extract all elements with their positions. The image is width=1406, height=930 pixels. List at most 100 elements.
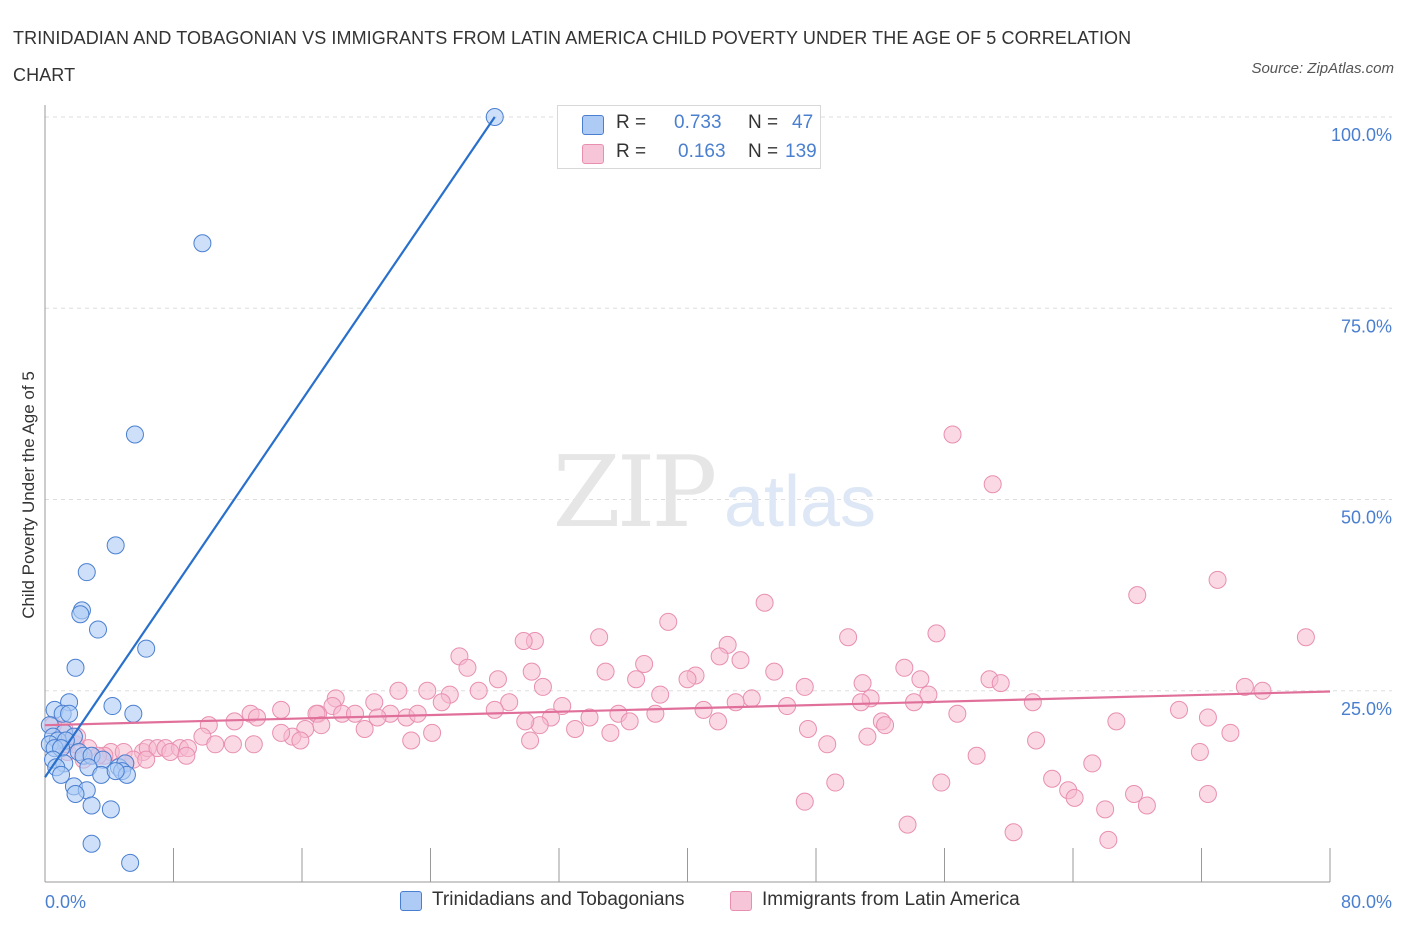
data-point-pink <box>1004 823 1023 842</box>
data-point-pink <box>1125 785 1144 804</box>
data-point-pink <box>795 792 814 811</box>
data-point-pink <box>418 681 437 700</box>
data-point-pink <box>927 624 946 643</box>
data-point-pink <box>1083 754 1102 773</box>
data-point-pink <box>272 700 291 719</box>
y-tick-label: 75.0% <box>1341 316 1392 336</box>
legend-n-label: N = <box>748 112 779 133</box>
series-immigrants-latin-america <box>44 425 1315 849</box>
data-point-pink <box>1190 742 1209 761</box>
data-point-pink <box>839 628 858 647</box>
data-point-pink <box>590 628 609 647</box>
data-point-pink <box>553 697 572 716</box>
data-point-pink <box>948 704 967 723</box>
data-point-blue <box>82 834 101 853</box>
data-point-pink <box>522 662 541 681</box>
data-point-pink <box>469 681 488 700</box>
data-point-pink <box>943 425 962 444</box>
data-point-pink <box>206 735 225 754</box>
data-point-pink <box>177 746 196 765</box>
data-point-pink <box>458 658 477 677</box>
data-point-pink <box>876 716 895 735</box>
data-point-pink <box>355 720 374 738</box>
data-point-pink <box>485 700 504 719</box>
gridlines <box>45 116 1392 692</box>
data-point-pink <box>851 693 870 712</box>
data-point-pink <box>1235 677 1254 696</box>
data-point-blue <box>103 697 122 716</box>
data-point-pink <box>601 723 620 742</box>
bottom-legend-label: Immigrants from Latin America <box>762 889 1020 910</box>
legend-r-value: 0.733 <box>674 112 722 133</box>
data-point-pink <box>1107 712 1126 731</box>
watermark: ZIP atlas <box>553 436 876 550</box>
data-point-pink <box>312 716 331 735</box>
x-tick-label: 80.0% <box>1341 892 1392 912</box>
trend-lines <box>44 116 1331 778</box>
data-point-pink <box>1221 723 1240 742</box>
data-point-pink <box>620 712 639 731</box>
data-point-pink <box>1099 830 1118 849</box>
data-point-pink <box>1198 708 1217 727</box>
data-point-pink <box>272 723 291 742</box>
data-point-pink <box>521 731 540 750</box>
data-point-pink <box>365 693 384 712</box>
data-point-pink <box>742 689 761 708</box>
data-point-blue <box>106 536 125 555</box>
data-point-pink <box>248 708 267 727</box>
data-point-pink <box>1296 628 1315 647</box>
data-point-pink <box>566 720 585 738</box>
trend-line-pink <box>44 690 1331 727</box>
data-point-pink <box>514 632 533 651</box>
data-point-blue <box>66 785 85 804</box>
data-point-pink <box>423 723 442 742</box>
data-point-pink <box>1170 700 1189 719</box>
legend-swatch-pink <box>582 144 604 164</box>
data-point-pink <box>694 700 713 719</box>
data-point-pink <box>516 712 535 731</box>
legend-r-label: R = <box>616 112 647 133</box>
data-point-pink <box>765 662 784 681</box>
data-point-blue <box>101 800 120 819</box>
data-point-pink <box>596 662 615 681</box>
bottom-legend-swatch-blue <box>400 891 422 911</box>
data-point-pink <box>710 647 729 666</box>
correlation-legend: R = 0.733 N = 47 R = 0.163 N = 139 <box>557 105 821 169</box>
data-point-blue <box>106 762 125 781</box>
data-point-pink <box>402 731 421 750</box>
data-point-blue <box>125 425 144 444</box>
data-point-pink <box>1027 731 1046 750</box>
data-point-pink <box>1023 693 1042 712</box>
y-tick-label: 50.0% <box>1341 508 1392 528</box>
data-point-pink <box>826 773 845 792</box>
data-point-pink <box>1043 769 1062 788</box>
y-tick-labels: 100.0% 75.0% 50.0% 25.0% <box>1331 125 1392 719</box>
data-point-pink <box>967 746 986 765</box>
data-point-pink <box>346 704 365 723</box>
data-point-pink <box>488 670 507 689</box>
bottom-legend-swatch-pink <box>730 891 752 911</box>
y-tick-label: 100.0% <box>1331 125 1392 145</box>
data-point-pink <box>678 670 697 689</box>
data-point-pink <box>818 735 837 754</box>
series-trinidadians-tobagonians <box>40 108 504 872</box>
legend-n-value: 139 <box>785 141 817 162</box>
data-point-pink <box>291 731 310 750</box>
data-point-pink <box>853 674 872 693</box>
data-point-pink <box>858 727 877 746</box>
legend-swatch-blue <box>582 115 604 135</box>
data-point-pink <box>389 681 408 700</box>
data-point-pink <box>659 612 678 631</box>
y-axis-title: Child Poverty Under the Age of 5 <box>19 371 38 619</box>
data-point-pink <box>627 670 646 689</box>
data-point-blue <box>124 704 143 723</box>
axes <box>44 105 1331 883</box>
data-point-pink <box>500 693 519 712</box>
data-point-pink <box>932 773 951 792</box>
data-point-blue <box>52 765 71 784</box>
data-point-pink <box>635 654 654 673</box>
data-point-pink <box>795 677 814 696</box>
data-point-pink <box>161 742 180 761</box>
data-point-pink <box>651 685 670 704</box>
